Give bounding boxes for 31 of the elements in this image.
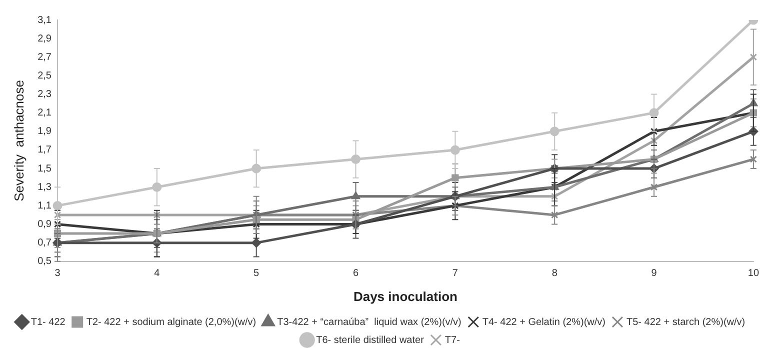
y-tick-label: 3,1 [38, 14, 52, 26]
legend-label: T4- 422 + Gelatin (2%)(w/v) [482, 316, 606, 328]
y-tick-label: 1,3 [38, 182, 52, 193]
y-tick-label: 1,7 [38, 144, 52, 156]
x-tick-label: 8 [552, 268, 558, 280]
y-axis-title: Severity anthacnose [11, 80, 26, 202]
x-axis-title: Days inoculation [353, 288, 458, 304]
y-tick-label: 2,9 [38, 33, 52, 44]
y-tick-label: 1,1 [38, 200, 52, 212]
y-tick-label: 0,9 [38, 219, 52, 230]
y-tick-label: 0,7 [38, 238, 52, 249]
y-tick-label: 2,7 [38, 52, 52, 63]
x-tick-label: 9 [651, 268, 658, 280]
x-tick-label: 7 [452, 268, 458, 280]
legend-label: T6- sterile distilled water [316, 334, 425, 346]
legend-label: T2- 422 + sodium alginate (2,0%)(w/v) [86, 316, 256, 328]
y-tick-label: 2,1 [38, 108, 52, 119]
x-tick-label: 4 [154, 268, 160, 280]
y-tick-label: 2,5 [38, 70, 52, 82]
y-tick-label: 2,3 [38, 89, 52, 100]
x-tick-label: 3 [54, 268, 61, 280]
x-tick-label: 5 [254, 268, 260, 280]
legend-label: T7- [444, 334, 460, 346]
legend-label: T5- 422 + starch (2%)(w/v) [626, 316, 746, 328]
legend-label: T1- 422 [30, 316, 66, 328]
y-tick-label: 0,5 [38, 256, 52, 268]
x-tick-label: 10 [748, 268, 760, 280]
x-tick-label: 6 [352, 268, 359, 280]
y-tick-label: 1,5 [38, 163, 52, 174]
legend-label: T3-422 + “carnaúba” liquid wax (2%)(v/v) [277, 316, 462, 328]
y-tick-label: 1,9 [38, 126, 52, 138]
